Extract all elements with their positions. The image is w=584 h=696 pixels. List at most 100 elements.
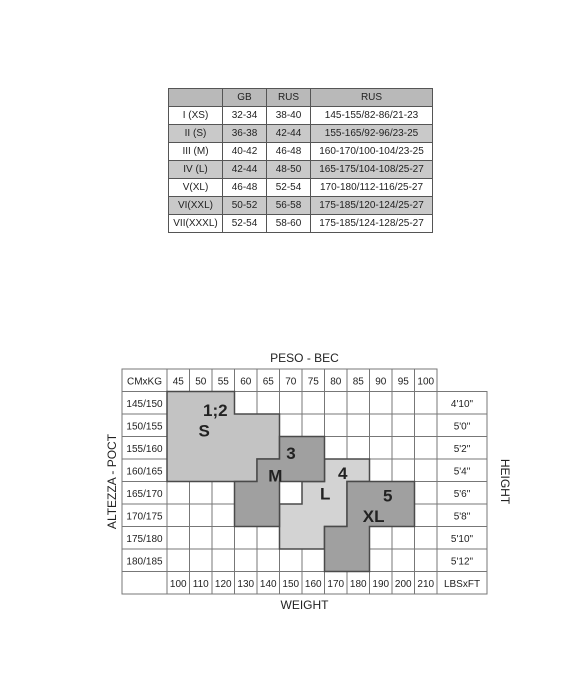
- table-row: III (M) 40-42 46-48 160-170/100-104/23-2…: [168, 142, 433, 161]
- grid-cell: [211, 481, 235, 505]
- zone-s-number: 1;2: [203, 401, 228, 420]
- kg-column-label: 85: [353, 376, 365, 387]
- header-cell: RUS: [266, 88, 311, 107]
- table-row: V(XL) 46-48 52-54 170-180/112-116/25-27: [168, 178, 433, 197]
- grid-cell: [414, 548, 438, 572]
- grid-cell: [414, 391, 438, 415]
- grid-cell: [121, 571, 168, 595]
- grid-cell: [324, 391, 348, 415]
- ft-row-label: 5'8": [454, 511, 471, 522]
- grid-cell: [346, 391, 370, 415]
- ft-row-label: 5'4": [454, 466, 471, 477]
- grid-cell: [234, 391, 258, 415]
- ft-row-label: 5'2": [454, 444, 471, 455]
- grid-cell: [189, 548, 213, 572]
- top-axis-title: PESO - BEC: [270, 351, 339, 365]
- grid-cell: [301, 548, 325, 572]
- corner-label-lbsxft: LBSxFT: [444, 579, 480, 590]
- grid-cell: [211, 503, 235, 527]
- kg-column-label: 100: [417, 376, 434, 387]
- grid-cell: [166, 481, 190, 505]
- grid-cell: [189, 526, 213, 550]
- grid-cell: [234, 526, 258, 550]
- table-row: VI(XXL) 50-52 56-58 175-185/120-124/25-2…: [168, 196, 433, 215]
- grid-cell: [391, 413, 415, 437]
- header-cell: RUS: [310, 88, 433, 107]
- grid-cell: [324, 436, 348, 460]
- grid-cell: [346, 413, 370, 437]
- kg-column-label: 70: [285, 376, 297, 387]
- zone-m-size: M: [268, 466, 282, 485]
- lbs-column-label: 210: [417, 579, 434, 590]
- zone-l-size: L: [320, 484, 330, 503]
- cm-row-label: 165/170: [126, 489, 163, 500]
- grid-cell: [369, 458, 393, 482]
- right-axis-title: HEIGHT: [498, 459, 512, 505]
- grid-cell: [301, 413, 325, 437]
- cm-row-label: 180/185: [126, 556, 163, 567]
- zone-m-number: 3: [286, 444, 295, 463]
- grid-cell: [346, 436, 370, 460]
- grid-cell: [279, 548, 303, 572]
- lbs-column-label: 190: [372, 579, 389, 590]
- kg-column-label: 65: [263, 376, 275, 387]
- grid-cell: [369, 413, 393, 437]
- ft-row-label: 5'10": [451, 534, 474, 545]
- grid-cell: [279, 481, 303, 505]
- lbs-column-label: 160: [305, 579, 322, 590]
- table-row: IV (L) 42-44 48-50 165-175/104-108/25-27: [168, 160, 433, 179]
- grid-cell: [414, 413, 438, 437]
- grid-cell: [279, 413, 303, 437]
- ft-row-label: 5'0": [454, 421, 471, 432]
- lbs-column-label: 200: [395, 579, 412, 590]
- grid-cell: [369, 526, 393, 550]
- cm-row-label: 150/155: [126, 421, 163, 432]
- ft-row-label: 5'12": [451, 556, 474, 567]
- grid-cell: [369, 548, 393, 572]
- kg-column-label: 80: [330, 376, 342, 387]
- grid-cell: [279, 391, 303, 415]
- corner-label-cmxkg: CMxKG: [127, 376, 162, 387]
- table-row: II (S) 36-38 42-44 155-165/92-96/23-25: [168, 124, 433, 143]
- kg-column-label: 90: [375, 376, 387, 387]
- cm-row-label: 155/160: [126, 444, 163, 455]
- left-axis-title: ALTEZZA - POCT: [105, 433, 119, 529]
- lbs-column-label: 130: [237, 579, 254, 590]
- grid-cell: [436, 571, 488, 595]
- grid-cell: [391, 436, 415, 460]
- kg-column-label: 60: [240, 376, 252, 387]
- kg-column-label: 75: [308, 376, 320, 387]
- zone-m-area: [233, 435, 326, 528]
- grid-cell: [391, 391, 415, 415]
- grid-cell: [369, 436, 393, 460]
- lbs-column-label: 170: [327, 579, 344, 590]
- cm-row-label: 175/180: [126, 534, 163, 545]
- grid-cell: [324, 413, 348, 437]
- table-cell: 175-185/124-128/25-27: [310, 214, 433, 233]
- grid-cell: [166, 526, 190, 550]
- kg-column-label: 50: [195, 376, 207, 387]
- grid-cell: [369, 391, 393, 415]
- lbs-column-label: 120: [215, 579, 232, 590]
- grid-cell: [414, 526, 438, 550]
- lbs-column-label: 100: [170, 579, 187, 590]
- kg-column-label: 55: [218, 376, 230, 387]
- grid-cell: [391, 548, 415, 572]
- table-row: VII(XXXL) 52-54 58-60 175-185/124-128/25…: [168, 214, 433, 233]
- kg-column-label: 95: [398, 376, 410, 387]
- grid-cell: [414, 503, 438, 527]
- zone-l-number: 4: [338, 464, 348, 483]
- grid-cell: [414, 458, 438, 482]
- grid-cell: [391, 458, 415, 482]
- grid-cell: [256, 548, 280, 572]
- lbs-column-label: 150: [282, 579, 299, 590]
- header-cell: [168, 88, 223, 107]
- ft-row-label: 4'10": [451, 399, 474, 410]
- grid-cell: [301, 391, 325, 415]
- grid-cell: [414, 481, 438, 505]
- cm-row-label: 145/150: [126, 399, 163, 410]
- lbs-column-label: 140: [260, 579, 277, 590]
- grid-cell: [256, 391, 280, 415]
- size-table-header: GB RUS RUS: [168, 88, 433, 107]
